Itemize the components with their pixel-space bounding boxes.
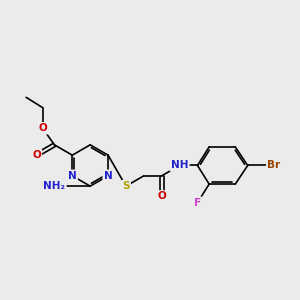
Text: O: O [32,150,41,160]
Text: NH₂: NH₂ [44,181,65,191]
Text: S: S [122,181,130,191]
Text: N: N [68,171,77,181]
Text: N: N [104,171,112,181]
Text: Br: Br [267,160,280,170]
Text: F: F [194,198,201,208]
Text: NH: NH [171,160,188,170]
Text: O: O [38,123,47,133]
Text: O: O [157,191,166,202]
